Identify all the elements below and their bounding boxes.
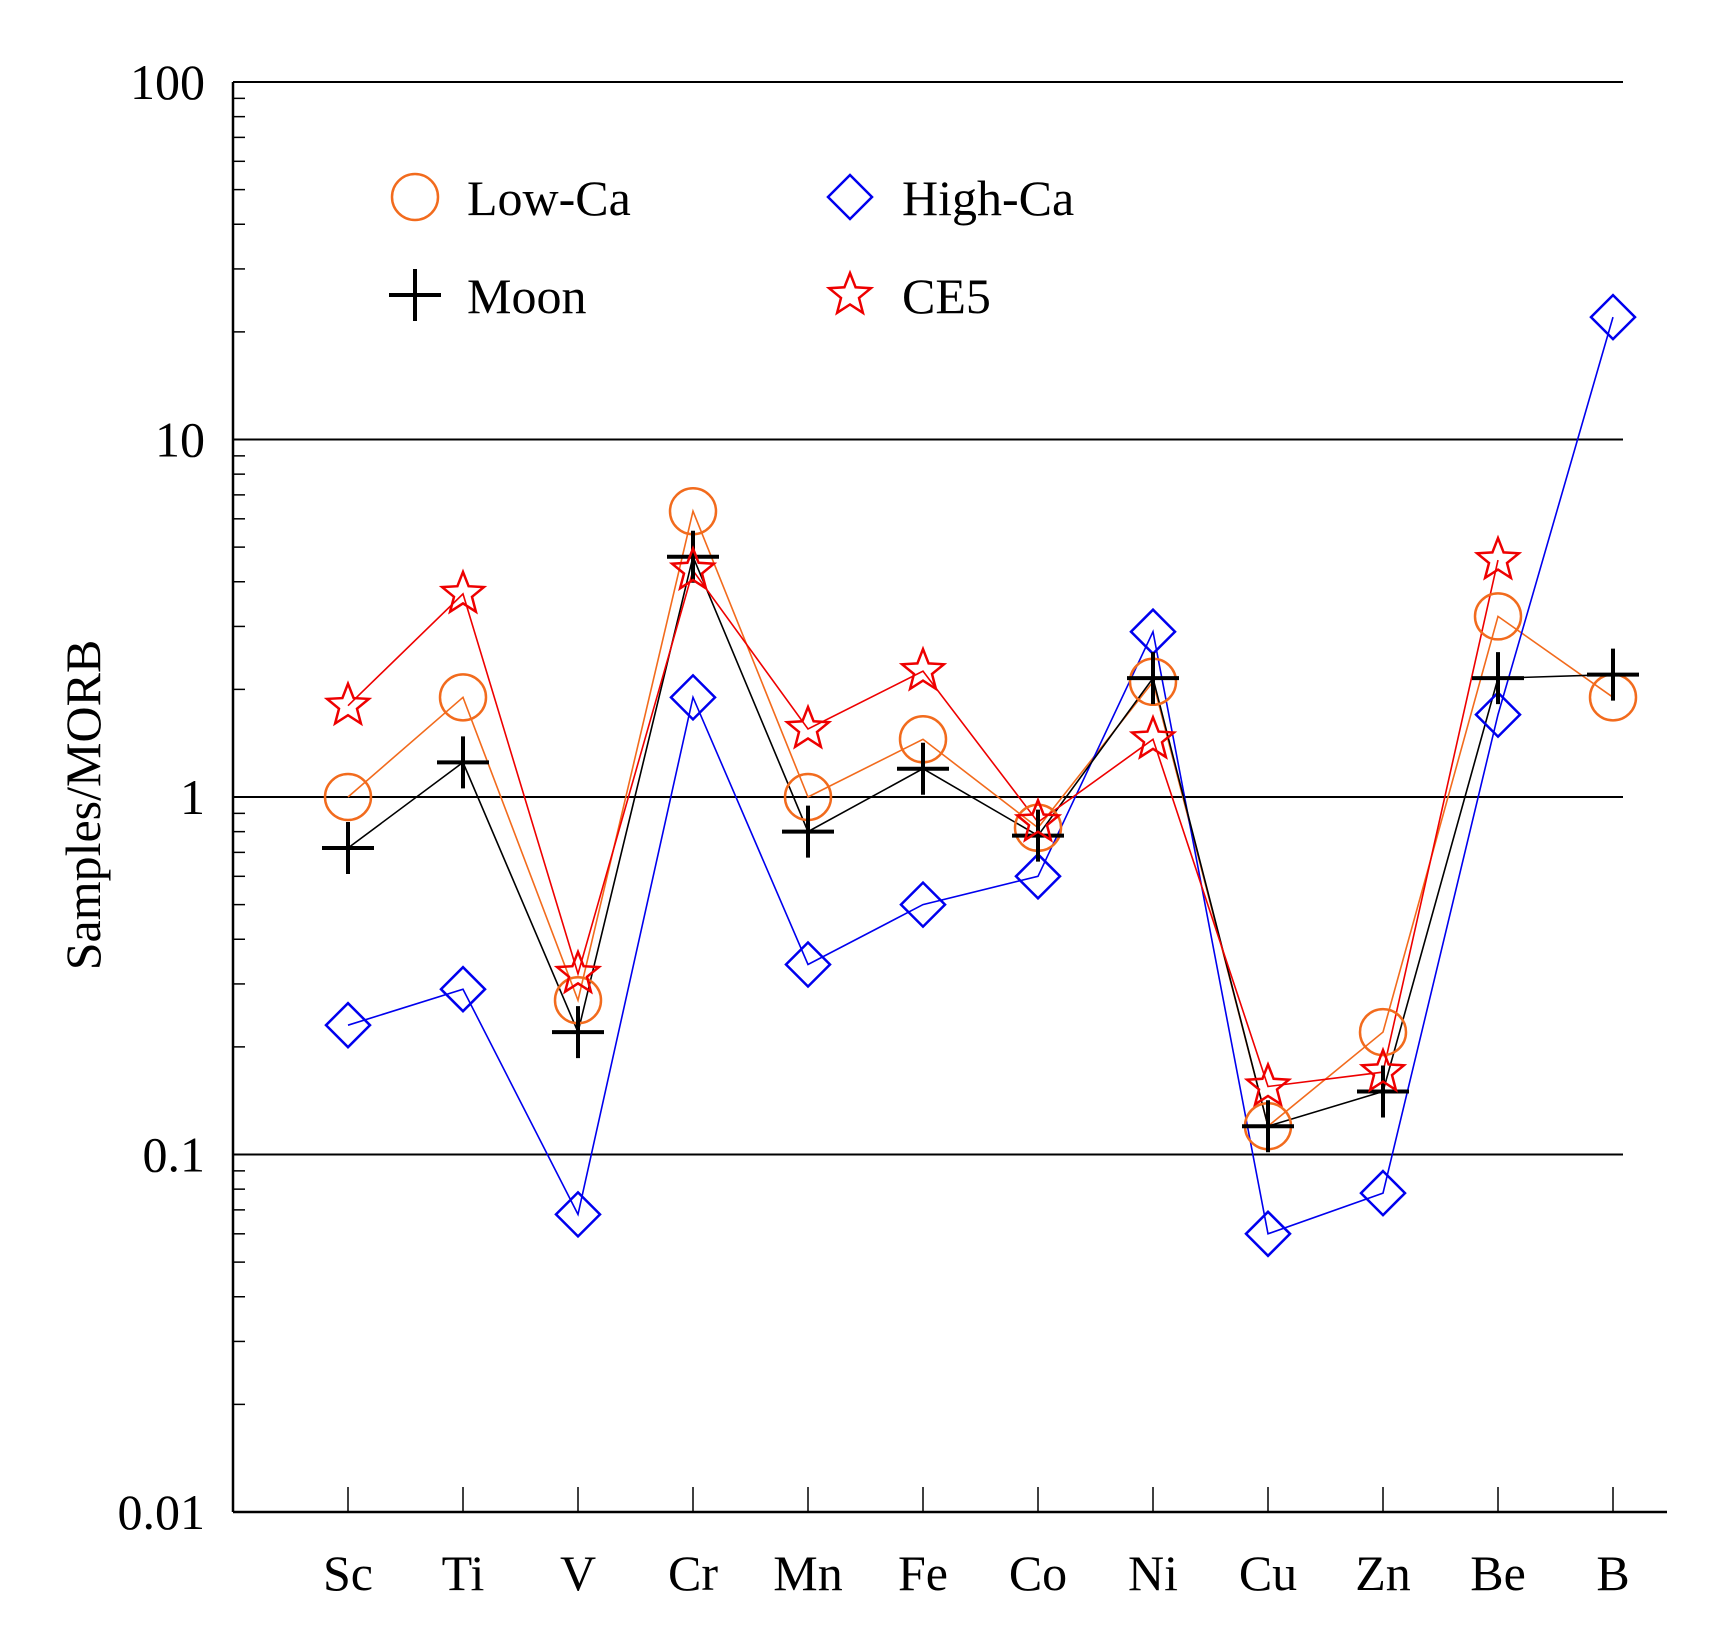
marker-ce5 bbox=[1243, 1061, 1293, 1108]
grid-lines bbox=[233, 81, 1623, 1156]
marker-ce5 bbox=[898, 645, 948, 692]
x-tick-label: Cr bbox=[668, 1545, 718, 1601]
x-tick-label: Zn bbox=[1355, 1545, 1411, 1601]
marker-moon bbox=[782, 805, 834, 858]
legend-marker-high-ca bbox=[826, 173, 874, 221]
marker-low-ca bbox=[1358, 1007, 1408, 1057]
marker-high-ca bbox=[784, 940, 832, 989]
marker-moon bbox=[1357, 1065, 1409, 1118]
marker-high-ca bbox=[669, 673, 717, 722]
marker-low-ca bbox=[438, 673, 488, 722]
x-tick-label: Fe bbox=[898, 1545, 948, 1601]
marker-high-ca bbox=[554, 1190, 602, 1239]
marker-moon bbox=[667, 530, 719, 583]
marker-moon bbox=[1242, 1100, 1294, 1153]
legend-marker-ce5 bbox=[825, 269, 875, 316]
marker-ce5 bbox=[1473, 534, 1523, 581]
legend-label-ce5: CE5 bbox=[902, 268, 991, 324]
marker-high-ca bbox=[1474, 690, 1522, 739]
legend-marker-moon bbox=[389, 269, 441, 321]
x-tick-label: V bbox=[560, 1545, 596, 1601]
marker-high-ca bbox=[1014, 852, 1062, 901]
marker-ce5 bbox=[1128, 713, 1178, 760]
x-tick-label: Cu bbox=[1239, 1545, 1297, 1601]
marker-moon bbox=[1472, 652, 1524, 705]
marker-ce5 bbox=[1358, 1046, 1408, 1093]
x-tick-label: Sc bbox=[323, 1545, 373, 1601]
legend-label-moon: Moon bbox=[467, 268, 586, 324]
marker-moon bbox=[897, 742, 949, 795]
marker-ce5 bbox=[438, 568, 488, 615]
legend-marker-low-ca bbox=[390, 172, 440, 222]
x-tick-label: Ni bbox=[1128, 1545, 1178, 1601]
marker-ce5 bbox=[553, 948, 603, 995]
y-axis-title: Samples/MORB bbox=[55, 640, 111, 971]
legend-item-moon: Moon bbox=[389, 268, 586, 324]
series-line-ce5 bbox=[347, 559, 1499, 1088]
marker-moon bbox=[1127, 652, 1179, 705]
marker-moon bbox=[552, 1006, 604, 1059]
marker-low-ca bbox=[1473, 592, 1523, 641]
marker-high-ca bbox=[324, 1001, 372, 1049]
legend-item-ce5: CE5 bbox=[825, 268, 991, 324]
marker-high-ca bbox=[1244, 1210, 1292, 1258]
legend-item-high-ca: High-Ca bbox=[826, 170, 1074, 226]
marker-moon bbox=[322, 822, 374, 875]
legend-label-high-ca: High-Ca bbox=[902, 170, 1074, 226]
marker-high-ca bbox=[1359, 1169, 1407, 1217]
marker-ce5 bbox=[323, 680, 373, 727]
marker-ce5 bbox=[668, 545, 718, 592]
series-lines bbox=[347, 316, 1614, 1235]
marker-ce5 bbox=[1013, 796, 1063, 843]
series-markers bbox=[322, 293, 1639, 1258]
marker-high-ca bbox=[439, 965, 487, 1013]
marker-ce5 bbox=[783, 703, 833, 750]
y-tick-label: 0.1 bbox=[143, 1127, 206, 1183]
y-tick-label: 0.01 bbox=[118, 1484, 206, 1540]
y-tick-label: 1 bbox=[180, 769, 205, 825]
y-tick-label: 10 bbox=[155, 412, 205, 468]
marker-moon bbox=[1587, 648, 1639, 701]
legend-item-low-ca: Low-Ca bbox=[390, 170, 631, 226]
marker-low-ca bbox=[323, 772, 373, 822]
y-tick-label: 100 bbox=[130, 54, 205, 110]
marker-high-ca bbox=[899, 880, 947, 929]
axes bbox=[231, 82, 1667, 1514]
x-tick-label: Ti bbox=[442, 1545, 485, 1601]
series-line-high-ca bbox=[347, 316, 1614, 1235]
marker-high-ca bbox=[1589, 293, 1637, 341]
legend-label-low-ca: Low-Ca bbox=[467, 170, 631, 226]
marker-moon bbox=[1012, 809, 1064, 862]
series-line-low-ca bbox=[347, 508, 1614, 1128]
tick-labels: 0.01 0.1 1 10 100 Sc Ti V Cr Mn Fe Co Ni Cu Zn Be B bbox=[118, 54, 1630, 1601]
x-tick-label: B bbox=[1596, 1545, 1629, 1601]
x-tick-label: Co bbox=[1009, 1545, 1067, 1601]
x-tick-label: Be bbox=[1470, 1545, 1526, 1601]
marker-moon bbox=[437, 736, 489, 789]
x-tick-label: Mn bbox=[773, 1545, 842, 1601]
legend: Low-Ca High-Ca Moon CE5 bbox=[389, 170, 1074, 324]
